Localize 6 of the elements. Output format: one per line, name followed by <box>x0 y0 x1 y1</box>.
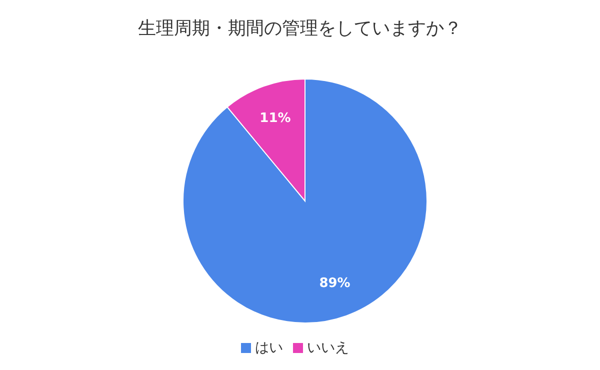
pie-slice <box>182 78 428 324</box>
data-label: 89% <box>319 276 350 292</box>
chart-title: 生理周期・期間の管理をしていますか？ <box>137 17 463 41</box>
data-label: 11% <box>260 110 291 126</box>
legend-label: はい <box>255 340 283 356</box>
legend-label: いいえ <box>307 340 349 356</box>
